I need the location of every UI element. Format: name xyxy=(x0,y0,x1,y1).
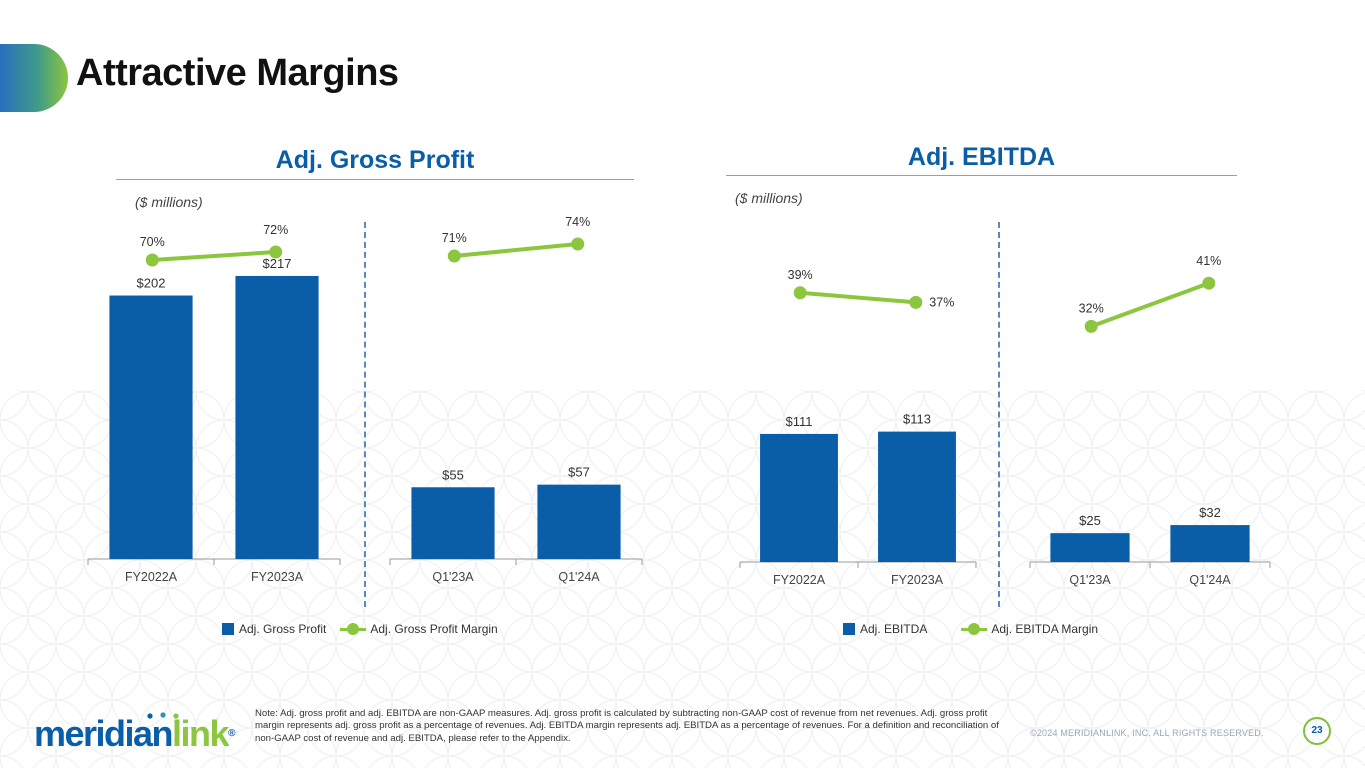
legend-bar-label: Adj. EBITDA xyxy=(860,622,928,636)
legend-bar-swatch xyxy=(222,623,234,635)
bar-value-label: $202 xyxy=(137,276,166,291)
footnote: Note: Adj. gross profit and adj. EBITDA … xyxy=(255,708,999,744)
bar-q123a xyxy=(411,487,495,559)
margin-point xyxy=(571,237,585,251)
logo-text-meridian: meridian xyxy=(34,713,174,754)
page-number: 23 xyxy=(1303,717,1331,745)
gross-profit-title-rule xyxy=(116,179,634,180)
legend-line-swatch xyxy=(961,623,988,635)
margin-label: 70% xyxy=(140,235,165,249)
bar-q124a xyxy=(1170,525,1250,562)
bar-q124a xyxy=(537,484,621,559)
margin-line xyxy=(454,242,578,258)
x-tick-label: FY2023A xyxy=(891,573,944,587)
ebitda-divider xyxy=(998,222,1000,607)
x-tick-label: Q1'23A xyxy=(1069,573,1111,587)
title-accent-shape xyxy=(0,44,68,112)
copyright: ©2024 MERIDIANLINK, INC. ALL RIGHTS RESE… xyxy=(1030,728,1264,738)
legend-bar-swatch xyxy=(843,623,855,635)
x-tick-label: Q1'24A xyxy=(558,570,600,584)
bar-value-label: $57 xyxy=(568,465,590,480)
gross-profit-divider xyxy=(364,222,366,607)
bar-value-label: $55 xyxy=(442,467,464,482)
margin-point xyxy=(269,245,283,259)
gross-profit-units-label: ($ millions) xyxy=(135,194,203,210)
ebitda-panel-title: Adj. EBITDA xyxy=(907,143,1056,171)
page-title: Attractive Margins xyxy=(76,52,399,94)
legend-bar-label: Adj. Gross Profit xyxy=(239,622,327,636)
bar-value-label: $113 xyxy=(903,412,931,427)
x-tick-label: FY2023A xyxy=(251,570,304,584)
bar-value-label: $32 xyxy=(1199,505,1221,520)
bar-value-label: $111 xyxy=(786,414,813,429)
bar-q123a xyxy=(1050,533,1130,562)
margin-point xyxy=(1202,276,1216,290)
margin-line xyxy=(152,250,276,262)
margin-label: 32% xyxy=(1079,301,1104,315)
margin-point xyxy=(909,295,923,309)
legend-line-label: Adj. EBITDA Margin xyxy=(991,622,1099,636)
ebitda-title-rule xyxy=(726,175,1237,176)
bar-fy2023a xyxy=(878,431,956,562)
margin-line xyxy=(1090,281,1210,329)
logo-registered-mark: ® xyxy=(228,728,235,739)
margin-label: 71% xyxy=(442,231,467,245)
margin-point xyxy=(1084,319,1098,333)
margin-label: 37% xyxy=(929,295,954,309)
ebitda-units-label: ($ millions) xyxy=(735,190,803,206)
bar-fy2023a xyxy=(235,275,319,559)
gross-profit-panel-title: Adj. Gross Profit xyxy=(275,146,475,174)
legend-line-swatch xyxy=(340,623,367,635)
x-tick-label: FY2022A xyxy=(125,570,178,584)
x-tick-label: FY2022A xyxy=(773,573,826,587)
margin-line xyxy=(800,290,916,305)
margin-label: 39% xyxy=(788,268,813,282)
logo-dots-icon xyxy=(147,712,179,719)
legend-line-label: Adj. Gross Profit Margin xyxy=(370,622,498,636)
gross-profit-legend: Adj. Gross Profit Adj. Gross Profit Marg… xyxy=(222,622,498,636)
bar-value-label: $25 xyxy=(1079,513,1101,528)
margin-point xyxy=(447,249,461,263)
margin-label: 72% xyxy=(263,223,288,237)
bar-value-label: $217 xyxy=(263,256,292,271)
bar-fy2022a xyxy=(760,433,838,562)
ebitda-legend: Adj. EBITDA Adj. EBITDA Margin xyxy=(843,622,1098,636)
bar-fy2022a xyxy=(109,295,193,559)
meridianlink-logo: meridianlink® xyxy=(34,708,235,754)
margin-label: 74% xyxy=(565,215,590,229)
x-tick-label: Q1'24A xyxy=(1189,573,1231,587)
margin-point xyxy=(793,286,807,300)
margin-point xyxy=(145,253,159,267)
x-tick-label: Q1'23A xyxy=(432,570,474,584)
logo-text-link: link xyxy=(172,713,230,754)
margin-label: 41% xyxy=(1196,254,1221,268)
